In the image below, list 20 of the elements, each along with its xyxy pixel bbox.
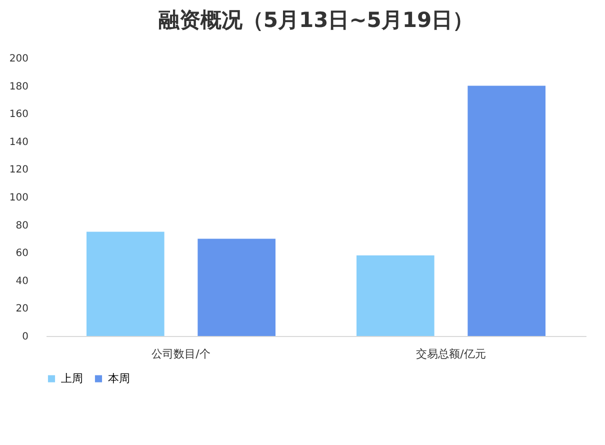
legend-label: 上周: [61, 372, 83, 385]
y-tick-label: 20: [16, 304, 28, 315]
y-tick-label: 160: [9, 109, 28, 120]
y-tick-label: 140: [9, 136, 28, 148]
legend-label: 本周: [108, 372, 130, 385]
y-tick-label: 80: [16, 220, 28, 232]
y-tick-label: 40: [16, 276, 28, 287]
y-tick-label: 0: [22, 332, 28, 342]
bar: [86, 232, 164, 336]
bar: [356, 255, 434, 336]
y-tick-label: 180: [9, 81, 28, 92]
bar: [198, 238, 276, 336]
x-tick-label: 交易总额/亿元: [416, 348, 486, 360]
y-tick-label: 120: [9, 164, 28, 176]
y-tick-label: 100: [9, 192, 28, 204]
chart-title: 融资概况（5月13日~5月19日）: [158, 8, 474, 32]
bar: [468, 86, 546, 336]
x-tick-label: 公司数目/个: [152, 348, 210, 360]
y-tick-label: 200: [9, 54, 28, 64]
y-tick-label: 60: [16, 248, 28, 260]
